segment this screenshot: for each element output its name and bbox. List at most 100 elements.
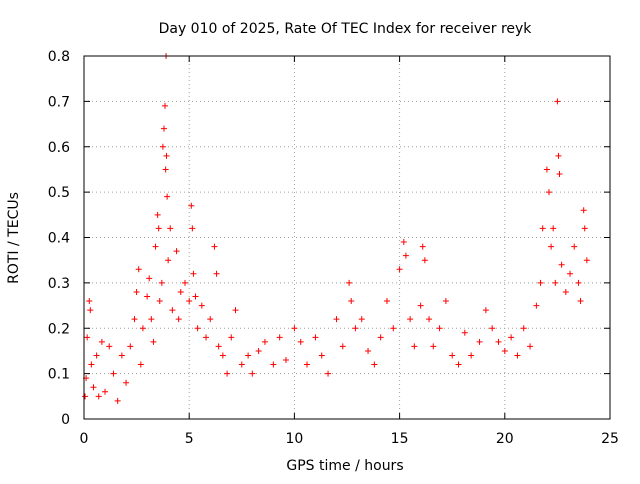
x-tick-label: 20 xyxy=(496,431,514,447)
data-point xyxy=(186,298,193,305)
data-point xyxy=(169,307,176,314)
data-point xyxy=(190,270,197,277)
data-point xyxy=(555,152,562,159)
data-point xyxy=(501,347,508,354)
data-point xyxy=(543,166,550,173)
data-point xyxy=(365,347,372,354)
data-point xyxy=(514,352,521,359)
plot-frame xyxy=(83,55,611,420)
data-point xyxy=(245,352,252,359)
data-point xyxy=(580,207,587,214)
data-point xyxy=(270,361,277,368)
data-point xyxy=(333,316,340,323)
y-tick-label: 0.4 xyxy=(48,231,70,247)
data-point xyxy=(581,225,588,232)
data-point xyxy=(482,307,489,314)
y-tick-label: 0.1 xyxy=(48,367,70,383)
data-point xyxy=(189,225,196,232)
data-point xyxy=(567,270,574,277)
x-tick-label: 0 xyxy=(80,431,89,447)
data-point xyxy=(118,352,125,359)
data-point xyxy=(352,325,359,332)
data-point xyxy=(402,252,409,259)
data-point xyxy=(152,243,159,250)
data-point xyxy=(238,361,245,368)
data-point xyxy=(297,338,304,345)
y-tick-label: 0.3 xyxy=(48,276,70,292)
chart-title: Day 010 of 2025, Rate Of TEC Index for r… xyxy=(159,21,533,37)
data-point xyxy=(211,243,218,250)
data-point xyxy=(88,361,95,368)
data-point xyxy=(348,298,355,305)
data-point xyxy=(192,293,199,300)
data-point xyxy=(86,298,93,305)
data-points xyxy=(82,53,590,404)
data-point xyxy=(198,302,205,309)
data-point xyxy=(159,143,166,150)
data-point xyxy=(411,343,418,350)
y-tick-label: 0 xyxy=(61,412,70,428)
x-tick-label: 25 xyxy=(601,431,619,447)
x-tick-label: 5 xyxy=(185,431,194,447)
data-point xyxy=(426,316,433,323)
data-point xyxy=(556,170,563,177)
data-point xyxy=(232,307,239,314)
data-point xyxy=(181,279,188,286)
data-point xyxy=(430,343,437,350)
data-point xyxy=(228,334,235,341)
data-point xyxy=(163,152,170,159)
data-point xyxy=(377,334,384,341)
data-point xyxy=(339,343,346,350)
data-point xyxy=(95,393,102,400)
data-point xyxy=(87,307,94,314)
data-point xyxy=(508,334,515,341)
data-point xyxy=(550,225,557,232)
data-point xyxy=(455,361,462,368)
data-point xyxy=(137,361,144,368)
data-point xyxy=(139,325,146,332)
data-point xyxy=(156,298,163,305)
data-point xyxy=(164,193,171,200)
data-point xyxy=(291,325,298,332)
data-point xyxy=(400,239,407,246)
data-point xyxy=(449,352,456,359)
data-point xyxy=(539,225,546,232)
data-point xyxy=(158,279,165,286)
data-point xyxy=(131,316,138,323)
data-point xyxy=(106,343,113,350)
y-axis-label: ROTI / TECUs xyxy=(6,192,22,284)
data-point xyxy=(148,316,155,323)
data-point xyxy=(127,343,134,350)
data-point xyxy=(575,279,582,286)
data-point xyxy=(219,352,226,359)
data-point xyxy=(110,370,117,377)
data-point xyxy=(583,257,590,264)
data-point xyxy=(146,275,153,282)
data-point xyxy=(261,338,268,345)
y-tick-label: 0.6 xyxy=(48,140,70,156)
data-point xyxy=(562,288,569,295)
data-point xyxy=(407,316,414,323)
data-point xyxy=(135,266,142,273)
data-point xyxy=(390,325,397,332)
data-point xyxy=(346,279,353,286)
y-tick-label: 0.8 xyxy=(48,49,70,65)
data-point xyxy=(249,370,256,377)
data-point xyxy=(552,279,559,286)
data-point xyxy=(177,288,184,295)
data-point xyxy=(396,266,403,273)
grid-lines xyxy=(84,56,610,419)
data-point xyxy=(527,343,534,350)
y-tick-label: 0.5 xyxy=(48,185,70,201)
data-point xyxy=(203,334,210,341)
data-point xyxy=(154,211,161,218)
data-point xyxy=(207,316,214,323)
data-point xyxy=(533,302,540,309)
data-point xyxy=(150,338,157,345)
data-point xyxy=(468,352,475,359)
x-tick-label: 15 xyxy=(391,431,409,447)
data-point xyxy=(545,189,552,196)
data-point xyxy=(82,393,89,400)
